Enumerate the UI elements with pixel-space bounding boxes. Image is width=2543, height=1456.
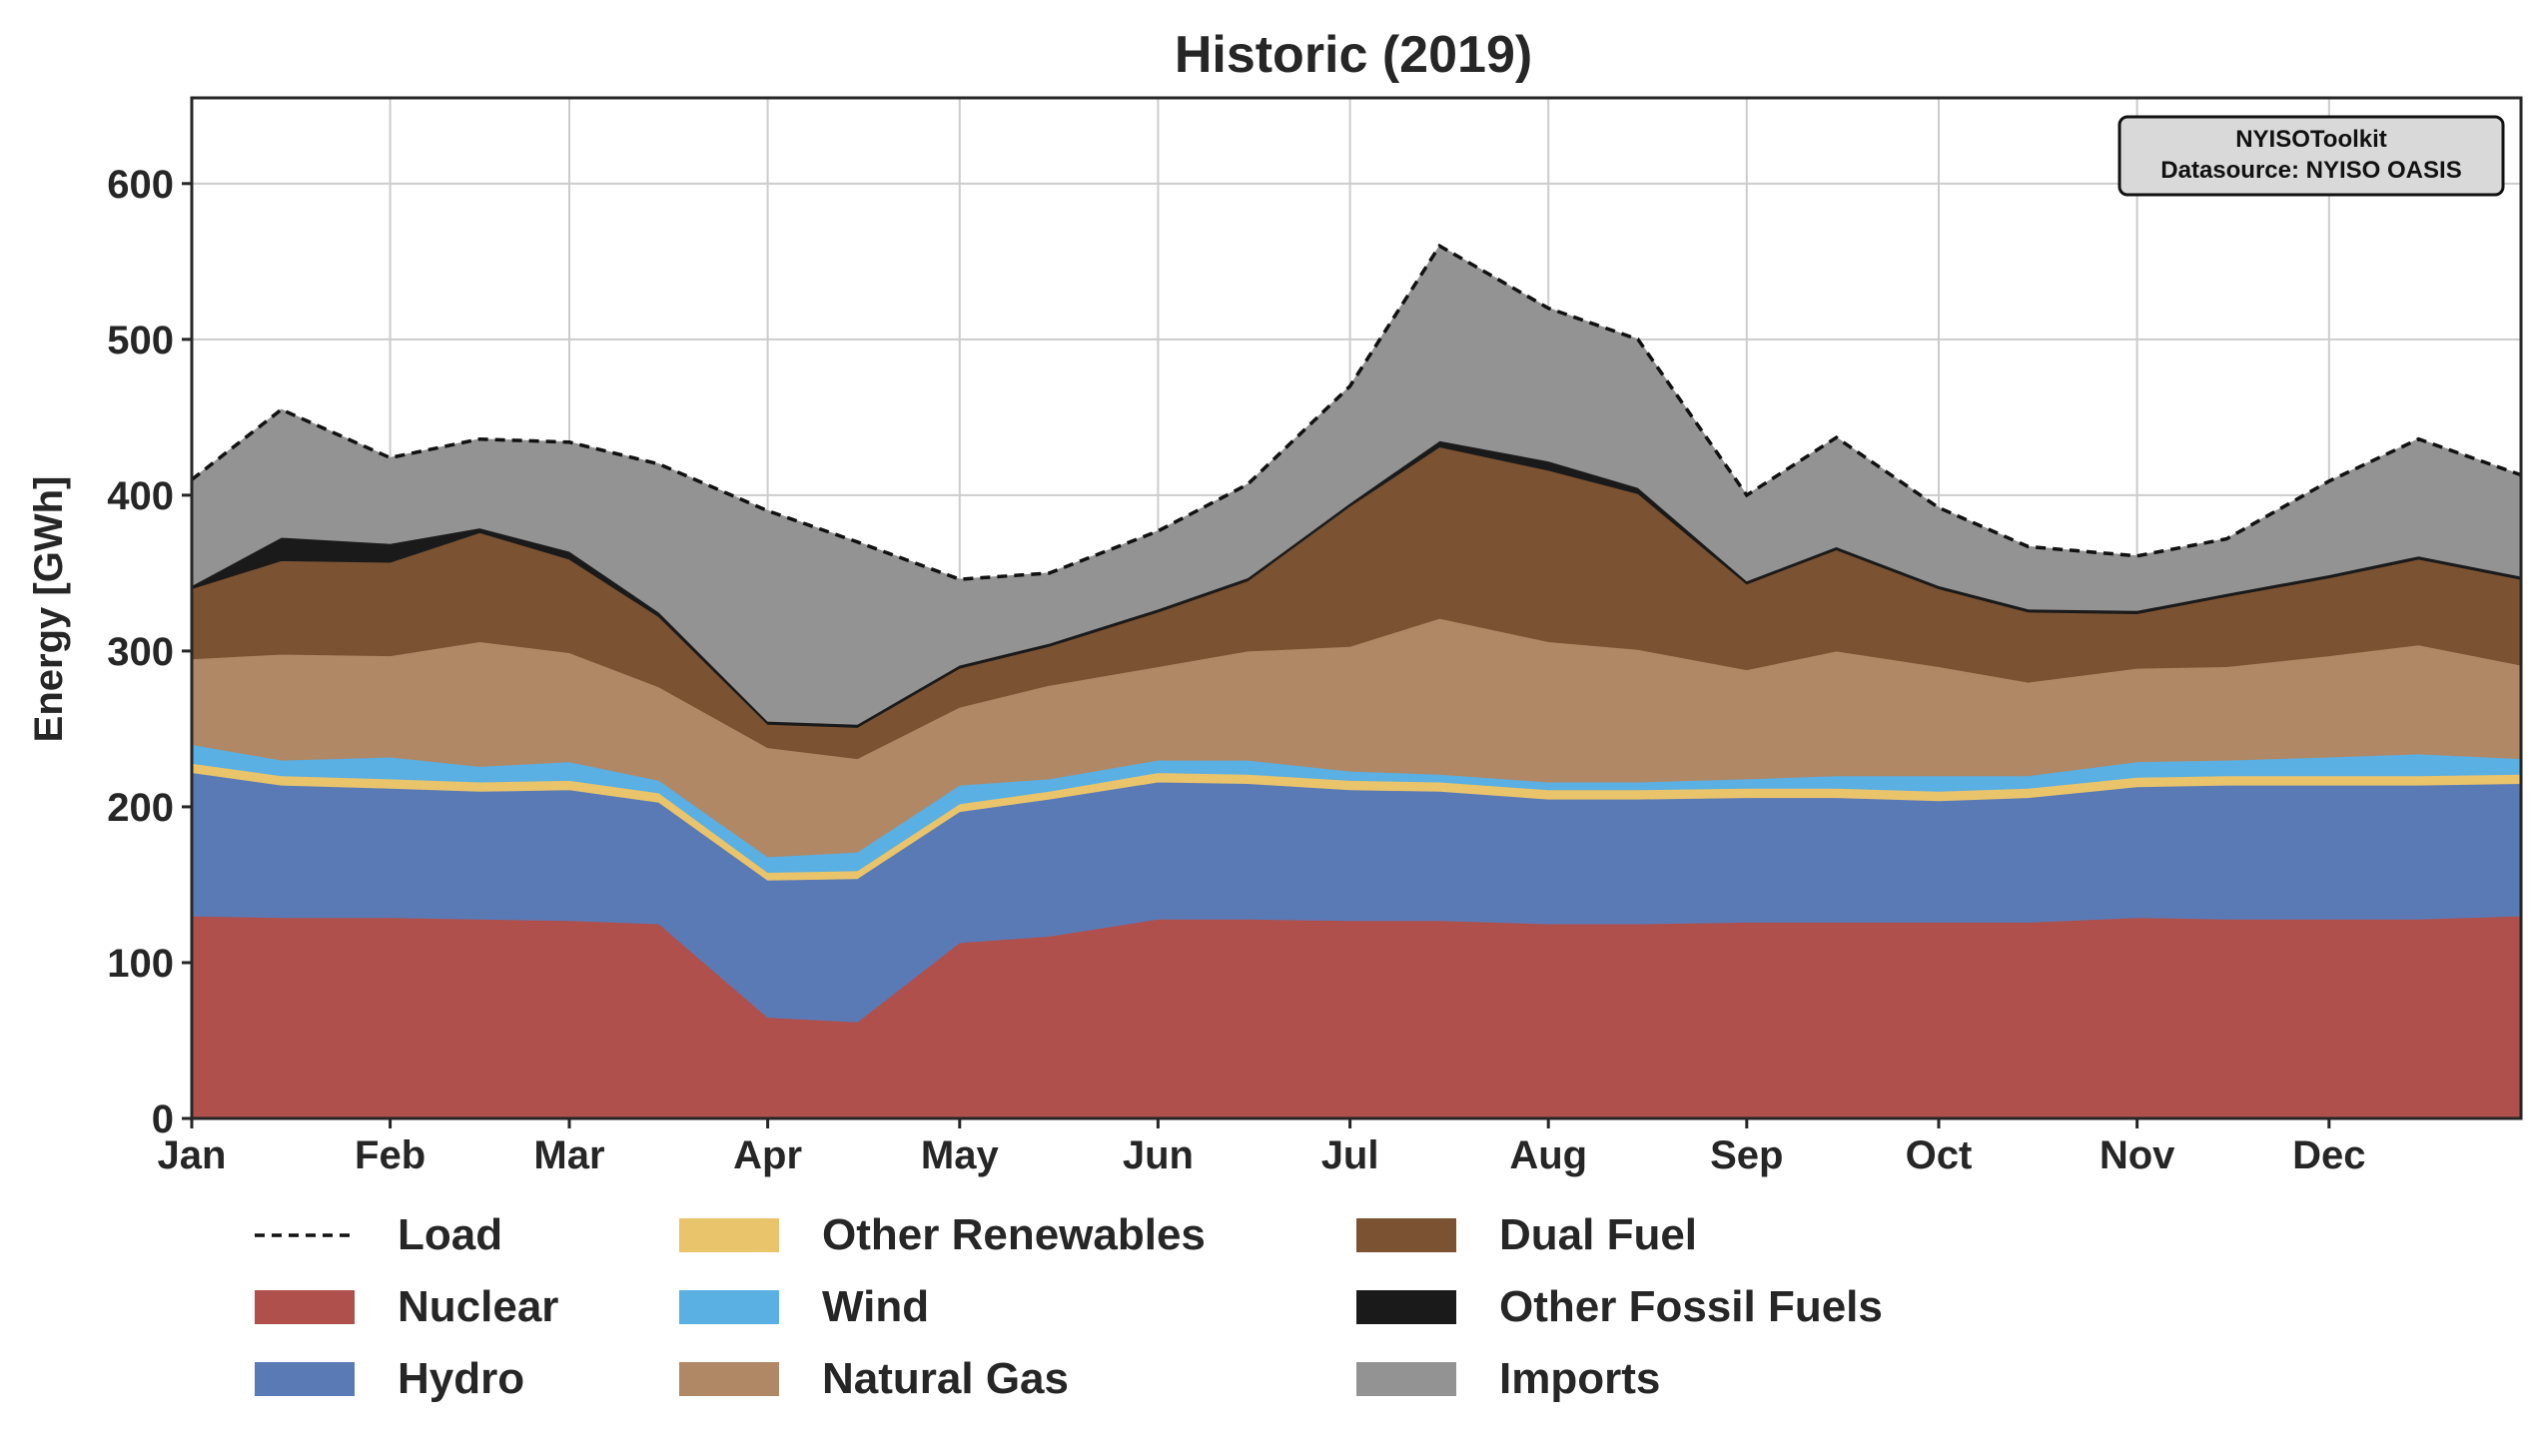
legend: Load Nuclear Hydro Other Renewables Wind Natu…	[255, 1210, 1883, 1403]
x-tick-label: May	[921, 1133, 1000, 1177]
area-nuclear	[191, 915, 2522, 1119]
source-annotation: NYISOToolkit Datasource: NYISO OASIS	[2118, 115, 2505, 197]
x-tick-label: Apr	[733, 1133, 802, 1177]
load-line	[190, 243, 2522, 581]
x-tick-label: Jan	[158, 1133, 227, 1177]
load-layer	[190, 243, 2522, 581]
legend-item-hydro: Hydro	[255, 1354, 524, 1403]
annotation-line-1: NYISOToolkit	[2235, 126, 2387, 153]
legend-label: Hydro	[398, 1354, 524, 1403]
y-tick-label: 0	[152, 1097, 174, 1141]
legend-swatch	[1356, 1362, 1456, 1396]
annotation-line-2: Datasource: NYISO OASIS	[2160, 157, 2461, 184]
legend-swatch	[255, 1290, 355, 1324]
legend-item-load: Load	[255, 1210, 502, 1259]
x-tick-label: Jun	[1123, 1133, 1194, 1177]
y-axis-label: Energy [GWh]	[27, 476, 71, 743]
legend-swatch	[679, 1290, 779, 1324]
legend-swatch	[255, 1362, 355, 1396]
legend-item-other-renewables: Other Renewables	[679, 1210, 1206, 1259]
legend-item-imports: Imports	[1356, 1354, 1660, 1403]
y-tick-label: 500	[107, 319, 174, 363]
legend-item-wind: Wind	[679, 1282, 929, 1331]
x-tick-label: Sep	[1710, 1133, 1783, 1177]
legend-item-natural-gas: Natural Gas	[679, 1354, 1069, 1403]
legend-label: Wind	[822, 1282, 929, 1331]
legend-label: Dual Fuel	[1499, 1210, 1697, 1259]
legend-label: Other Renewables	[822, 1210, 1206, 1259]
plot-frame	[190, 96, 2523, 1120]
legend-swatch	[1356, 1290, 1456, 1324]
legend-label: Other Fossil Fuels	[1499, 1282, 1883, 1331]
x-tick-label: Feb	[355, 1133, 425, 1177]
x-tick-label: Oct	[1906, 1133, 1973, 1177]
legend-item-nuclear: Nuclear	[255, 1282, 558, 1331]
legend-item-other-fossil-fuels: Other Fossil Fuels	[1356, 1282, 1883, 1331]
annotation-frame	[2118, 115, 2505, 197]
legend-label: Load	[398, 1210, 502, 1259]
legend-label: Nuclear	[398, 1282, 558, 1331]
legend-label: Natural Gas	[822, 1354, 1069, 1403]
area-layer	[191, 245, 2522, 1119]
x-tick-label: Nov	[2100, 1133, 2175, 1177]
y-tick-label: 200	[107, 786, 174, 830]
x-tick-label: Dec	[2292, 1133, 2365, 1177]
legend-swatch	[679, 1218, 779, 1252]
y-tick-label: 400	[107, 474, 174, 518]
x-tick-label: Jul	[1321, 1133, 1379, 1177]
y-tick-label: 600	[107, 163, 174, 207]
x-tick-label: Mar	[533, 1133, 604, 1177]
y-tick-label: 300	[107, 630, 174, 674]
chart-title: Historic (2019)	[1175, 26, 1532, 84]
legend-swatch	[679, 1362, 779, 1396]
legend-label: Imports	[1499, 1354, 1660, 1403]
x-tick-label: Aug	[1509, 1133, 1587, 1177]
y-tick-label: 100	[107, 942, 174, 986]
legend-item-dual-fuel: Dual Fuel	[1356, 1210, 1697, 1259]
legend-swatch	[1356, 1218, 1456, 1252]
tick-layer: 0 100 200 300 400 500 600 Jan Feb Mar Apr May Jun Jul…	[107, 163, 2365, 1177]
